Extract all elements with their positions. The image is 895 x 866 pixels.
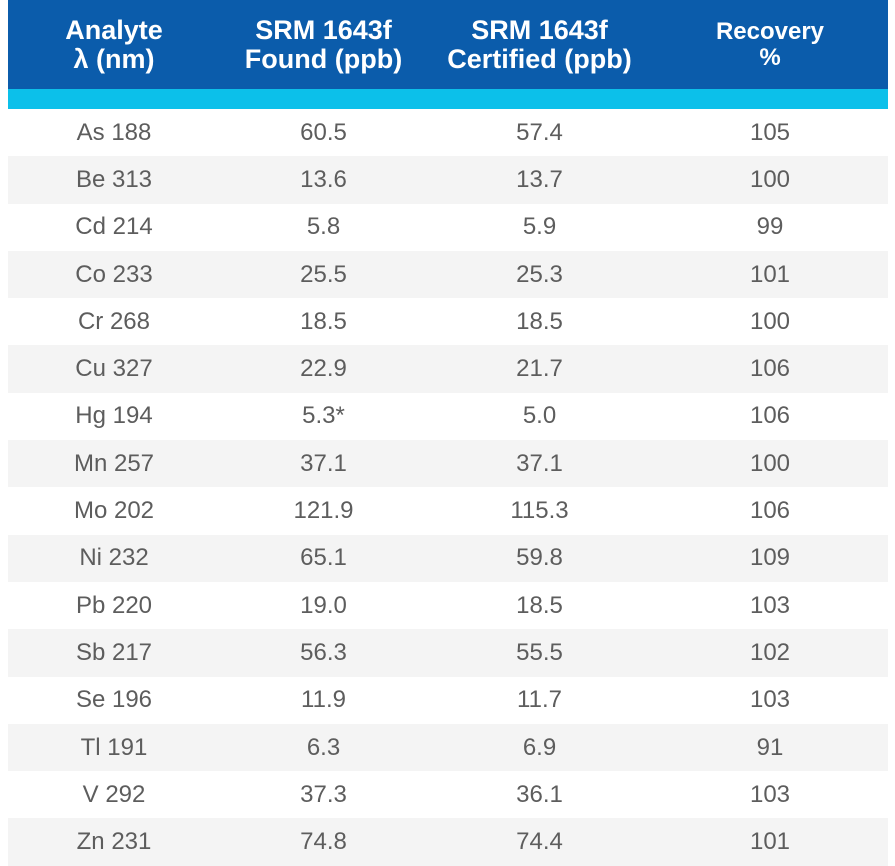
cell-certified: 11.7: [517, 686, 562, 714]
cell-analyte: Sb 217: [75, 638, 153, 666]
cell-found: 37.3: [300, 780, 347, 808]
header-found: SRM 1643f Found (ppb): [220, 0, 427, 89]
cell-certified: 74.4: [516, 828, 563, 856]
cell-found: 37.1: [300, 449, 347, 477]
header-analyte: Analyte λ (nm): [8, 0, 220, 89]
table-row: Zn 231 74.8 74.4 101: [8, 818, 888, 866]
table-row: Pb 220 19.0 18.5 103: [8, 581, 888, 630]
table-body: As 188 60.5 57.4 105 Be 313 13.6 13.7 10…: [8, 109, 888, 866]
cell-certified: 5.0: [522, 402, 557, 430]
cell-analyte: Hg 194: [75, 402, 153, 430]
header-analyte-label: Analyte λ (nm): [65, 14, 163, 74]
table-row: Se 196 11.9 11.7 103: [8, 676, 888, 724]
cell-certified: 55.5: [516, 638, 563, 666]
cell-found: 6.3: [306, 733, 341, 761]
header-accent-bar: [8, 89, 888, 109]
cell-recovery: 105: [749, 118, 791, 146]
cell-found: 65.1: [300, 544, 347, 572]
table-row: Cr 268 18.5 18.5 100: [8, 298, 888, 346]
cell-analyte: Mn 257: [73, 449, 155, 477]
cell-analyte: Se 196: [75, 686, 153, 714]
cell-certified: 59.8: [516, 544, 563, 572]
header-found-label: SRM 1643f Found (ppb): [244, 14, 403, 74]
table-row: Be 313 13.6 13.7 100: [8, 156, 888, 204]
cell-certified: 18.5: [516, 591, 563, 619]
cell-certified: 37.1: [516, 449, 563, 477]
cell-certified: 18.5: [516, 307, 563, 335]
cell-analyte: Pb 220: [75, 591, 153, 619]
cell-certified: 21.7: [516, 355, 563, 383]
cell-recovery: 103: [749, 780, 791, 808]
cell-recovery: 99: [756, 213, 784, 241]
cell-certified: 36.1: [516, 780, 563, 808]
cell-recovery: 100: [749, 449, 791, 477]
cell-recovery: 102: [749, 638, 791, 666]
cell-recovery: 101: [749, 260, 791, 288]
cell-certified: 5.9: [522, 213, 557, 241]
cell-certified: 6.9: [522, 733, 557, 761]
header-certified: SRM 1643f Certified (ppb): [427, 0, 652, 89]
cell-certified: 57.4: [516, 118, 563, 146]
cell-analyte: Mo 202: [73, 497, 155, 525]
cell-found: 60.5: [300, 118, 347, 146]
cell-found: 5.8: [306, 213, 341, 241]
table-row: As 188 60.5 57.4 105: [8, 109, 888, 157]
cell-recovery: 106: [749, 402, 791, 430]
cell-found: 19.0: [300, 591, 347, 619]
cell-recovery: 106: [749, 355, 791, 383]
cell-analyte: Cr 268: [77, 307, 151, 335]
cell-analyte: Cd 214: [75, 213, 153, 241]
cell-recovery: 100: [749, 307, 791, 335]
cell-found: 5.3*: [302, 402, 345, 430]
header-recovery: Recovery %: [652, 0, 888, 89]
table-row: Tl 191 6.3 6.9 91: [8, 723, 888, 772]
table-header: Analyte λ (nm) SRM 1643f Found (ppb) SRM…: [8, 0, 888, 89]
cell-analyte: As 188: [76, 118, 152, 146]
cell-recovery: 101: [749, 828, 791, 856]
cell-recovery: 106: [749, 497, 791, 525]
cell-analyte: Ni 232: [79, 544, 149, 572]
table-row: Co 233 25.5 25.3 101: [8, 250, 888, 299]
cell-analyte: Tl 191: [80, 733, 148, 761]
cell-certified: 13.7: [516, 165, 563, 193]
cell-found: 11.9: [301, 686, 346, 714]
cell-found: 56.3: [300, 638, 347, 666]
cell-recovery: 100: [749, 165, 791, 193]
table-row: Cu 327 22.9 21.7 106: [8, 345, 888, 393]
table-row: Ni 232 65.1 59.8 109: [8, 534, 888, 582]
cell-recovery: 103: [749, 686, 791, 714]
table-row: Sb 217 56.3 55.5 102: [8, 629, 888, 677]
results-table: Analyte λ (nm) SRM 1643f Found (ppb) SRM…: [8, 0, 888, 866]
cell-recovery: 91: [756, 733, 784, 761]
table-row: Hg 194 5.3* 5.0 106: [8, 392, 888, 441]
cell-found: 74.8: [300, 828, 347, 856]
table-row: Mo 202 121.9 115.3 106: [8, 487, 888, 535]
cell-certified: 25.3: [516, 260, 563, 288]
cell-analyte: Co 233: [75, 260, 153, 288]
cell-found: 121.9: [293, 497, 354, 525]
cell-certified: 115.3: [510, 497, 569, 525]
cell-found: 25.5: [300, 260, 347, 288]
cell-found: 22.9: [300, 355, 347, 383]
table-row: Cd 214 5.8 5.9 99: [8, 203, 888, 251]
cell-found: 13.6: [300, 165, 347, 193]
table-row: Mn 257 37.1 37.1 100: [8, 440, 888, 488]
cell-recovery: 103: [749, 591, 791, 619]
header-recovery-label: Recovery %: [715, 18, 825, 71]
header-certified-label: SRM 1643f Certified (ppb): [447, 14, 632, 74]
table-row: V 292 37.3 36.1 103: [8, 771, 888, 819]
cell-found: 18.5: [300, 307, 347, 335]
cell-recovery: 109: [749, 544, 791, 572]
cell-analyte: V 292: [82, 780, 146, 808]
cell-analyte: Zn 231: [76, 828, 152, 856]
cell-analyte: Cu 327: [75, 355, 153, 383]
cell-analyte: Be 313: [75, 165, 153, 193]
